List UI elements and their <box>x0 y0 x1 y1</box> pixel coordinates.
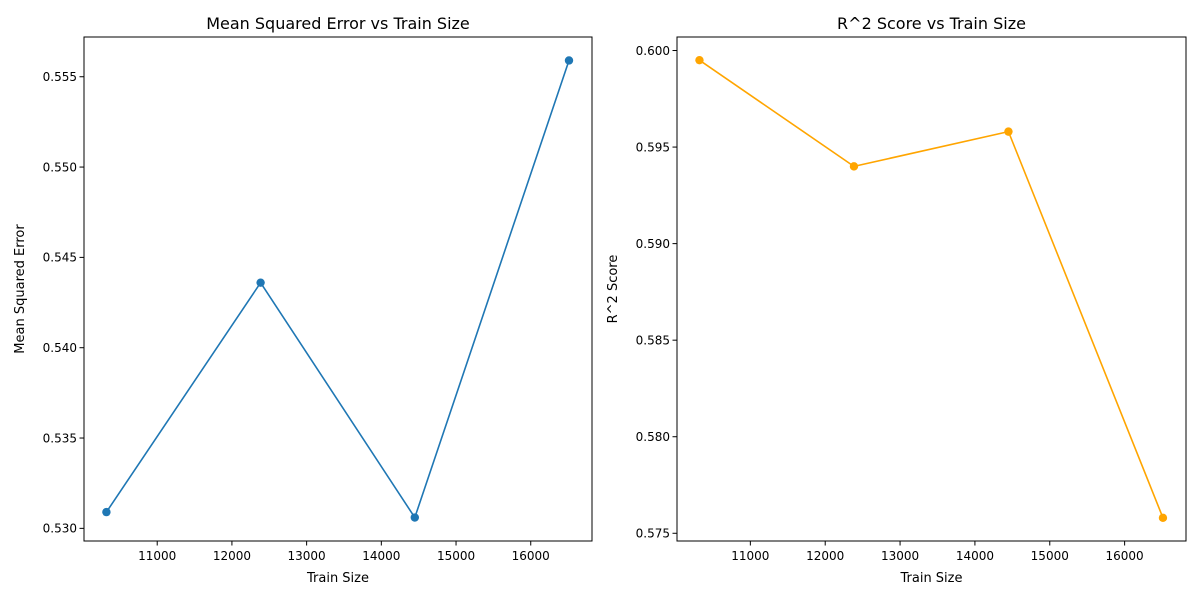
y-tick-label: 0.545 <box>43 251 77 265</box>
data-point <box>410 513 419 522</box>
y-axis-label: R^2 Score <box>606 255 621 324</box>
x-tick-label: 13000 <box>288 549 326 563</box>
data-point <box>1158 513 1168 523</box>
y-tick-label: 0.590 <box>636 237 670 251</box>
axes-frame <box>676 36 1187 542</box>
x-tick-label: 16000 <box>512 549 550 563</box>
y-tick-label: 0.555 <box>43 70 77 84</box>
y-tick-label: 0.530 <box>43 522 77 536</box>
x-tick-label: 12000 <box>806 549 844 563</box>
y-axis-label: Mean Squared Error <box>13 224 28 354</box>
data-point <box>102 507 111 517</box>
subplot-mse: Mean Squared Error vs Train Size 11000 120… <box>13 14 593 586</box>
x-tick-label: 14000 <box>956 549 994 563</box>
data-point <box>849 162 859 171</box>
x-tick-label: 14000 <box>362 549 400 563</box>
data-point <box>256 278 265 287</box>
x-axis-label: Train Size <box>899 571 962 586</box>
x-axis-label: Train Size <box>306 571 369 586</box>
y-tick-label: 0.580 <box>636 430 670 444</box>
subplot-r2: R^2 Score vs Train Size 11000 12000 13000 14… <box>606 14 1187 586</box>
data-point <box>695 55 704 65</box>
data-point <box>564 56 574 65</box>
y-tick-label: 0.585 <box>636 333 670 347</box>
data-point <box>1004 127 1013 136</box>
series-line <box>699 59 1164 519</box>
x-tick-label: 13000 <box>881 549 919 563</box>
x-tick-label: 15000 <box>1031 549 1069 563</box>
chart-title: Mean Squared Error vs Train Size <box>206 14 470 33</box>
y-tick-label: 0.600 <box>636 44 670 58</box>
x-tick-label: 16000 <box>1106 549 1144 563</box>
chart-title: R^2 Score vs Train Size <box>837 14 1026 33</box>
x-tick-label: 12000 <box>213 549 251 563</box>
y-tick-label: 0.550 <box>43 160 77 174</box>
x-tick-label: 11000 <box>138 549 176 563</box>
y-tick-label: 0.535 <box>43 431 77 445</box>
axes-frame <box>83 36 593 542</box>
x-tick-label: 15000 <box>437 549 475 563</box>
x-tick-label: 11000 <box>731 549 769 563</box>
y-tick-label: 0.595 <box>636 140 670 154</box>
y-tick-label: 0.540 <box>43 341 77 355</box>
series-line <box>105 60 570 519</box>
y-tick-label: 0.575 <box>636 527 670 541</box>
